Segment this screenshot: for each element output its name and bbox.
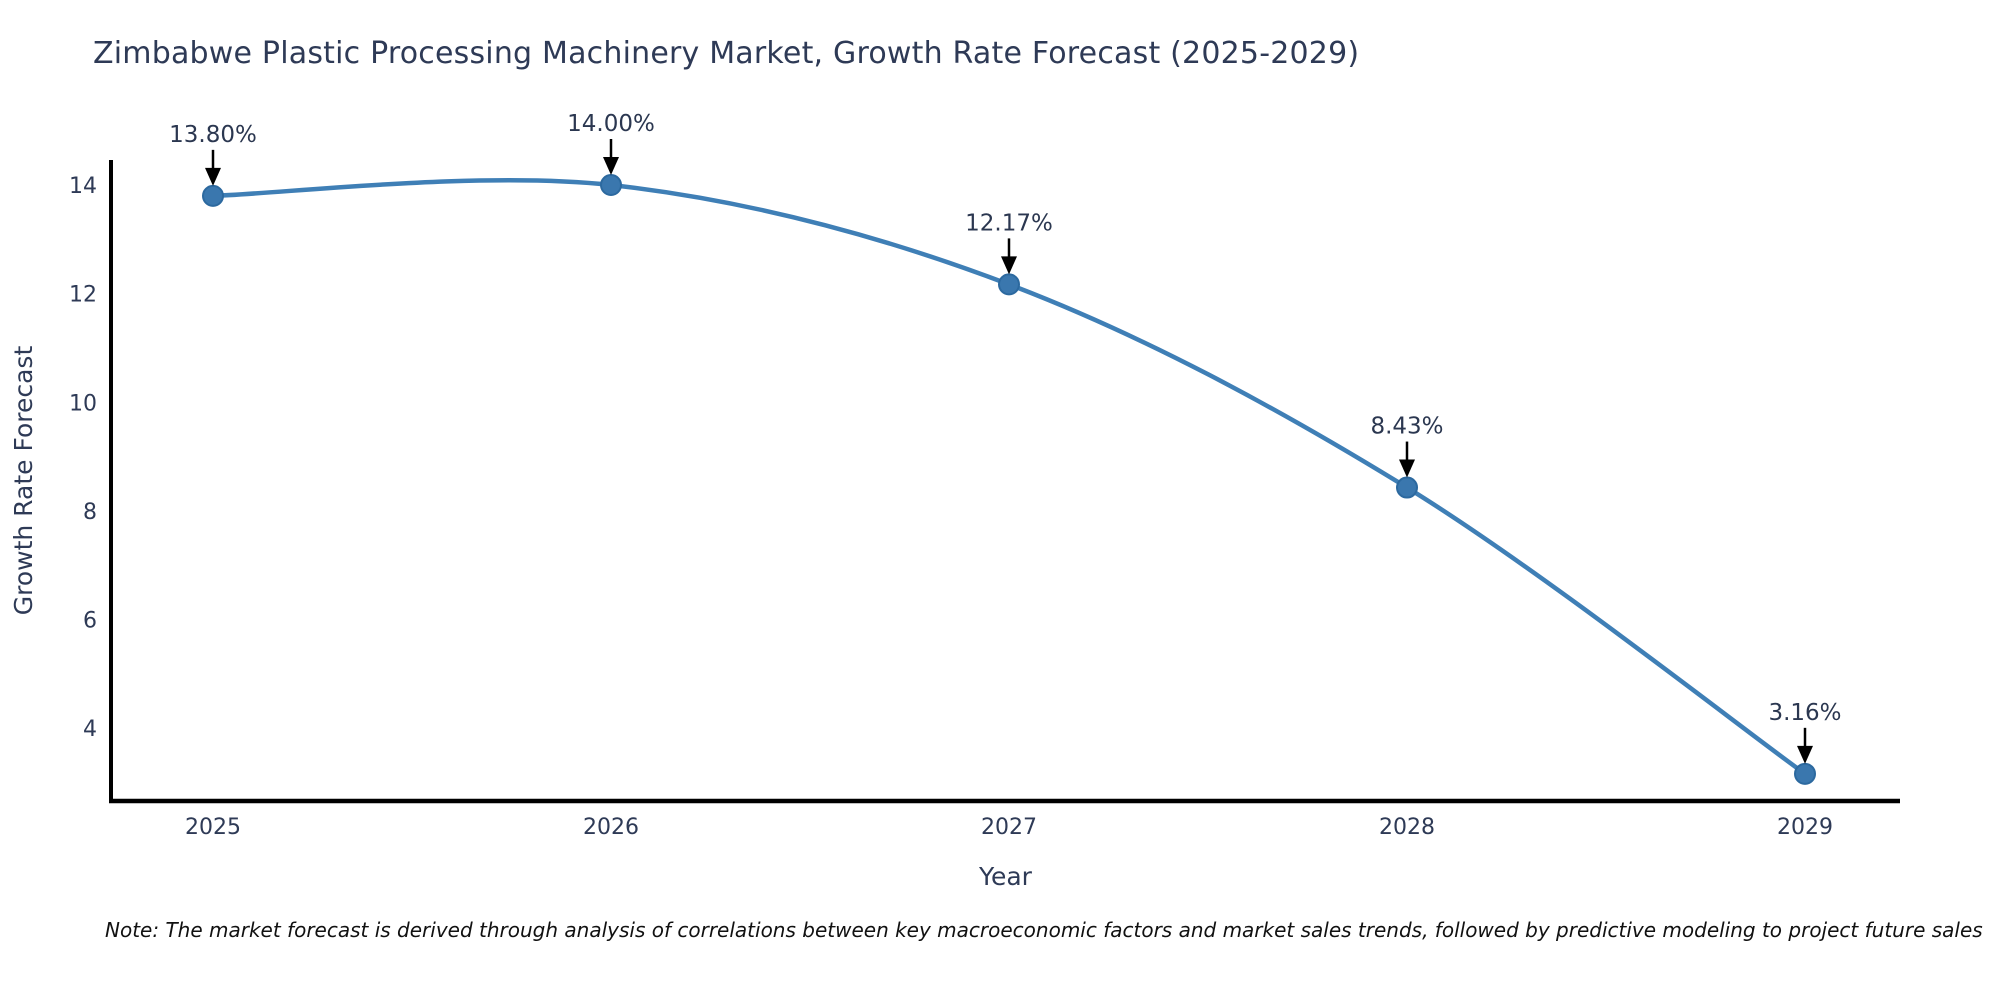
y-axis-tick-label: 6 bbox=[83, 609, 97, 634]
data-point-marker bbox=[998, 273, 1020, 296]
x-axis-tick-label: 2026 bbox=[583, 815, 639, 840]
x-axis-title: Year bbox=[978, 862, 1033, 891]
x-axis-tick-label: 2025 bbox=[185, 815, 241, 840]
annotation-arrow-head bbox=[205, 167, 221, 186]
data-point-label: 8.43% bbox=[1370, 414, 1443, 440]
annotation-arrow-head bbox=[1797, 745, 1813, 764]
x-axis-tick-label: 2028 bbox=[1379, 815, 1435, 840]
y-axis-tick-label: 4 bbox=[83, 717, 97, 742]
data-point-label: 3.16% bbox=[1768, 700, 1841, 726]
footnote: Note: The market forecast is derived thr… bbox=[105, 918, 1983, 942]
y-axis-tick-label: 10 bbox=[69, 391, 97, 416]
y-axis-tick-label: 12 bbox=[69, 283, 97, 308]
data-point-marker bbox=[202, 184, 224, 207]
x-axis-tick-label: 2029 bbox=[1777, 815, 1833, 840]
y-axis-tick-label: 14 bbox=[69, 174, 97, 199]
data-point-label: 14.00% bbox=[567, 111, 655, 137]
data-point-label: 13.80% bbox=[169, 122, 257, 148]
data-point-marker bbox=[1794, 762, 1816, 785]
chart-title: Zimbabwe Plastic Processing Machinery Ma… bbox=[93, 36, 1360, 71]
data-point-label: 12.17% bbox=[965, 210, 1053, 236]
data-point-marker bbox=[600, 173, 622, 196]
data-point-marker bbox=[1396, 476, 1418, 499]
annotation-arrow-head bbox=[1001, 256, 1017, 275]
y-axis-title: Growth Rate Forecast bbox=[9, 346, 38, 616]
y-axis-tick-label: 8 bbox=[83, 500, 97, 525]
annotation-arrow-head bbox=[1399, 459, 1415, 478]
x-axis-tick-label: 2027 bbox=[981, 815, 1037, 840]
annotation-arrow-head bbox=[603, 156, 619, 175]
